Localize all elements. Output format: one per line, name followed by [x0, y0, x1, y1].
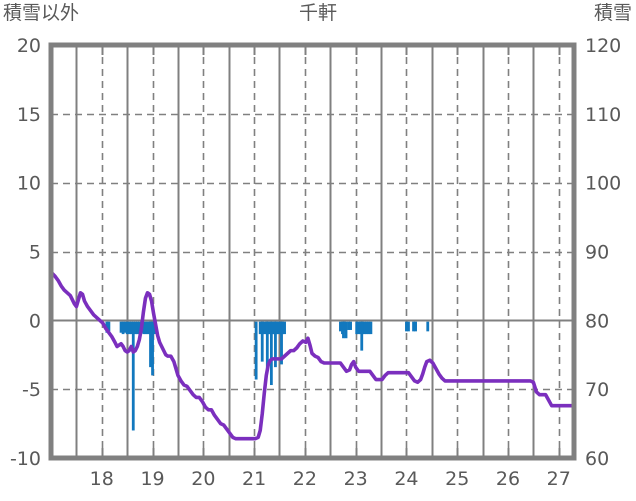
bar	[347, 321, 350, 330]
left-tick-label: 10	[17, 173, 41, 195]
right-tick-label: 90	[585, 242, 609, 264]
bar	[405, 321, 408, 332]
right-tick-label: 80	[585, 310, 609, 332]
chart-title: 千軒	[298, 2, 337, 24]
bar	[355, 321, 359, 335]
bar	[151, 321, 154, 376]
right-tick-label: 120	[585, 35, 621, 57]
bar	[262, 321, 266, 335]
left-tick-label: 5	[29, 242, 41, 264]
bar	[260, 321, 264, 362]
bar-series-group	[105, 321, 430, 431]
bar	[119, 321, 123, 333]
bar	[339, 321, 342, 332]
bar	[342, 321, 345, 339]
data-line	[49, 270, 574, 441]
bar	[414, 321, 417, 332]
gridlines-group	[51, 45, 574, 458]
bar	[280, 321, 283, 365]
bar	[265, 321, 269, 369]
left-axis-title: 積雪以外	[3, 2, 80, 24]
bar	[149, 321, 152, 368]
right-tick-label: 60	[585, 448, 609, 470]
bar	[137, 321, 141, 335]
x-tick-label: 22	[293, 468, 317, 490]
bar	[142, 321, 146, 335]
bar	[274, 321, 277, 368]
bar	[369, 321, 373, 335]
bar	[127, 321, 131, 335]
bar	[367, 321, 371, 335]
bar	[152, 321, 156, 335]
x-tick-label: 19	[140, 468, 164, 490]
bar	[412, 321, 415, 332]
left-tick-label: 0	[29, 310, 41, 332]
bar	[365, 321, 369, 335]
bar	[344, 321, 348, 339]
x-tick-label: 26	[496, 468, 520, 490]
left-tick-label: -5	[22, 379, 41, 401]
bar	[357, 321, 361, 335]
bar	[146, 321, 150, 335]
x-tick-label: 18	[90, 468, 114, 490]
x-tick-label: 27	[547, 468, 571, 490]
bar	[129, 321, 133, 335]
axis-tick-labels: 20 15 10 5 0 -5 -10 120 110 100 90 80 70 60 18 19 20 21 22…	[10, 35, 621, 490]
left-tick-label: 20	[17, 35, 41, 57]
frame-rect	[48, 42, 577, 461]
x-tick-label: 21	[242, 468, 266, 490]
bar	[363, 321, 367, 335]
bar	[125, 321, 129, 335]
bar	[121, 321, 125, 335]
line-series-group	[49, 270, 574, 441]
bar	[258, 321, 262, 335]
bar	[254, 321, 258, 380]
bar	[123, 321, 127, 333]
left-tick-label: -10	[10, 448, 41, 470]
x-tick-label: 24	[394, 468, 418, 490]
x-tick-label: 20	[191, 468, 215, 490]
right-tick-label: 110	[585, 104, 621, 126]
left-tick-label: 15	[17, 104, 41, 126]
x-tick-label: 25	[445, 468, 469, 490]
bar	[277, 321, 280, 335]
bar	[131, 321, 135, 431]
right-axis-title: 積雪	[593, 2, 632, 24]
bar	[144, 321, 148, 335]
bar	[283, 321, 286, 335]
plot-frame	[48, 42, 577, 461]
bar	[107, 321, 111, 332]
bar	[133, 321, 137, 335]
bar	[349, 321, 352, 330]
right-tick-label: 100	[585, 173, 621, 195]
bar	[360, 321, 364, 351]
x-tick-label: 23	[344, 468, 368, 490]
right-tick-label: 70	[585, 379, 609, 401]
bar	[407, 321, 410, 332]
bar	[426, 321, 430, 332]
bar	[135, 321, 139, 335]
bar	[269, 321, 273, 386]
